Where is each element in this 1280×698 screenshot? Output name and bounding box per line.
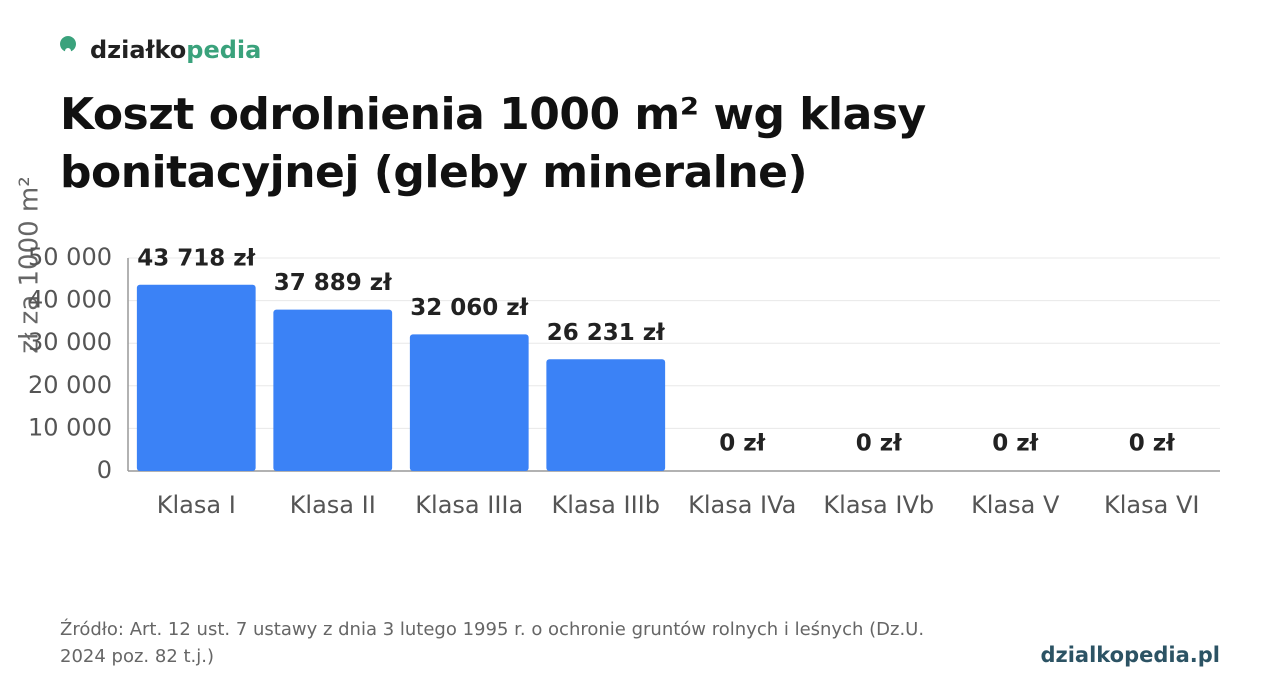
y-axis-label: zł za 1000 m² [15, 176, 45, 353]
y-tick-label: 50 000 [28, 243, 112, 271]
x-tick-label: Klasa IVb [823, 491, 934, 519]
brand: działkopedia [90, 36, 261, 64]
y-tick-label: 10 000 [28, 413, 112, 441]
value-label: 43 718 zł [137, 245, 255, 271]
value-label: 0 zł [992, 431, 1038, 457]
x-tick-label: Klasa VI [1104, 491, 1199, 519]
x-tick-label: Klasa I [157, 491, 236, 519]
y-tick-label: 30 000 [28, 328, 112, 356]
x-tick-label: Klasa IIIa [415, 491, 523, 519]
bar [273, 309, 393, 471]
logo-dot [65, 48, 71, 54]
value-label: 32 060 zł [410, 295, 528, 321]
y-tick-label: 20 000 [28, 371, 112, 399]
source: Źródło: Art. 12 ust. 7 ustawy z dnia 3 l… [60, 619, 925, 667]
value-label: 0 zł [1129, 431, 1175, 457]
site: dzialkopedia.pl [1040, 643, 1220, 667]
y-tick-label: 40 000 [28, 286, 112, 314]
chart-title: Koszt odrolnienia 1000 m² wg klasy bonit… [60, 89, 926, 198]
x-tick-label: Klasa V [971, 491, 1060, 519]
bar [546, 359, 666, 471]
bar [136, 284, 256, 471]
value-label: 0 zł [856, 431, 902, 457]
bar [409, 334, 529, 471]
x-tick-label: Klasa IVa [688, 491, 796, 519]
brand-dark: działko [90, 36, 187, 64]
y-tick-label: 0 [97, 456, 112, 484]
x-tick-label: Klasa IIIb [552, 491, 660, 519]
x-tick-label: Klasa II [290, 491, 376, 519]
brand-green: pedia [186, 36, 262, 64]
value-label: 37 889 zł [274, 270, 392, 296]
logo-icon [60, 35, 77, 52]
value-label: 26 231 zł [547, 320, 665, 346]
value-label: 0 zł [719, 431, 765, 457]
